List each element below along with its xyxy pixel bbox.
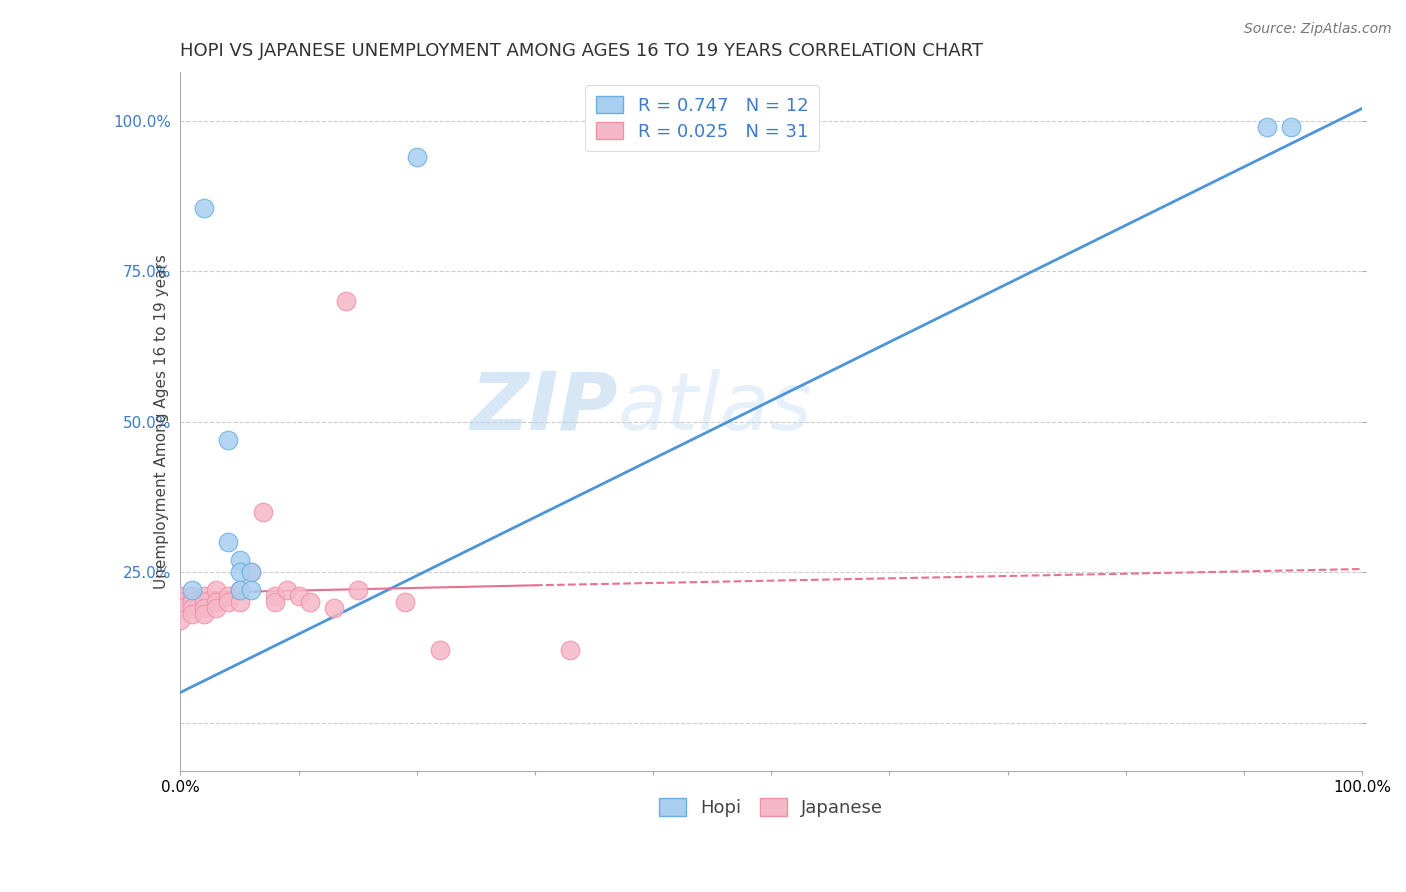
Text: HOPI VS JAPANESE UNEMPLOYMENT AMONG AGES 16 TO 19 YEARS CORRELATION CHART: HOPI VS JAPANESE UNEMPLOYMENT AMONG AGES… (180, 42, 983, 60)
Point (560, 643, 582, 657)
Text: ZIP: ZIP (470, 368, 617, 447)
Y-axis label: Unemployment Among Ages 16 to 19 years: Unemployment Among Ages 16 to 19 years (155, 254, 169, 589)
Point (264, 589, 287, 603)
Point (217, 595, 239, 609)
Point (169, 613, 191, 627)
Point (205, 601, 228, 615)
Point (405, 150, 427, 164)
Point (205, 583, 228, 598)
Point (240, 583, 263, 598)
Point (193, 201, 215, 215)
Point (169, 601, 191, 615)
Point (181, 595, 204, 609)
Text: Source: ZipAtlas.com: Source: ZipAtlas.com (1244, 22, 1392, 37)
Point (335, 294, 357, 309)
Point (217, 589, 239, 603)
Point (299, 595, 322, 609)
Point (181, 589, 204, 603)
Point (193, 595, 215, 609)
Point (228, 583, 250, 598)
Point (181, 607, 204, 622)
Point (287, 589, 309, 603)
Text: atlas: atlas (617, 368, 813, 447)
Legend: Hopi, Japanese: Hopi, Japanese (652, 791, 890, 824)
Point (193, 589, 215, 603)
Point (252, 505, 274, 519)
Point (264, 595, 287, 609)
Point (181, 601, 204, 615)
Point (228, 595, 250, 609)
Point (193, 607, 215, 622)
Point (323, 601, 346, 615)
Point (1279, 120, 1302, 134)
Point (193, 601, 215, 615)
Point (240, 565, 263, 579)
Point (205, 595, 228, 609)
Point (1256, 120, 1278, 134)
Point (181, 583, 204, 598)
Point (228, 553, 250, 567)
Point (217, 535, 239, 549)
Point (346, 583, 368, 598)
Point (276, 583, 298, 598)
Point (228, 583, 250, 598)
Point (394, 595, 416, 609)
Point (228, 565, 250, 579)
Point (169, 589, 191, 603)
Point (429, 643, 451, 657)
Point (240, 565, 263, 579)
Point (217, 433, 239, 447)
